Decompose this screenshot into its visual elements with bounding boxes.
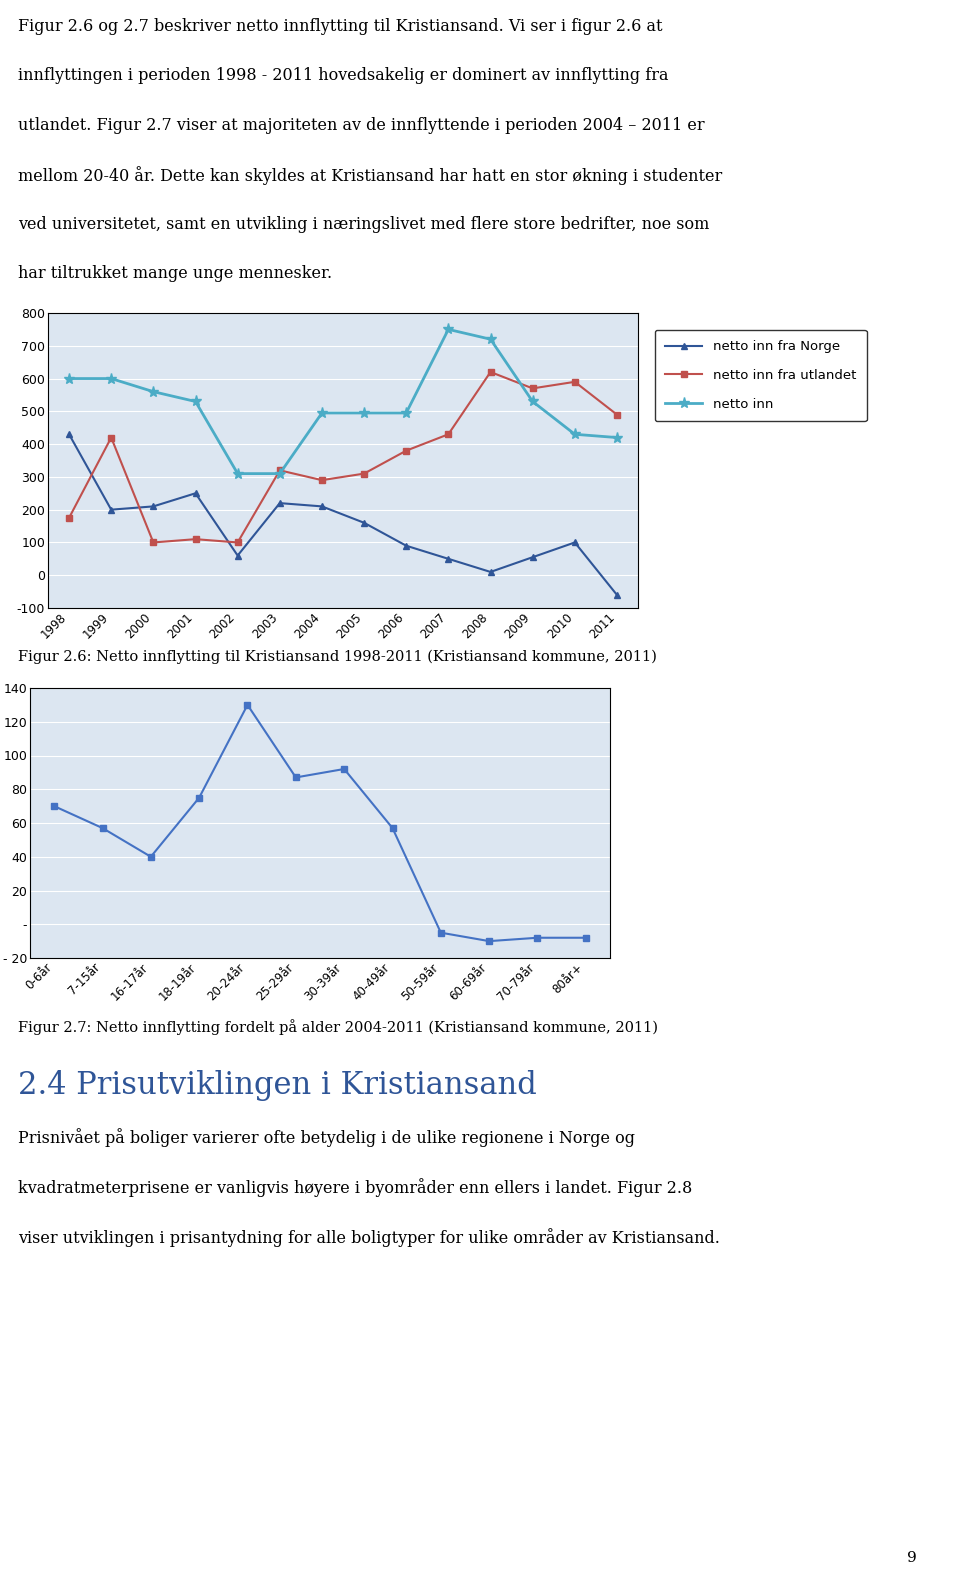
Text: innflyttingen i perioden 1998 - 2011 hovedsakelig er dominert av innflytting fra: innflyttingen i perioden 1998 - 2011 hov… (18, 68, 668, 84)
Text: 9: 9 (907, 1551, 917, 1565)
Text: mellom 20-40 år. Dette kan skyldes at Kristiansand har hatt en stor økning i stu: mellom 20-40 år. Dette kan skyldes at Kr… (18, 166, 722, 185)
Text: Figur 2.6: Netto innflytting til Kristiansand 1998-2011 (Kristiansand kommune, 2: Figur 2.6: Netto innflytting til Kristia… (18, 649, 657, 664)
Text: har tiltrukket mange unge mennesker.: har tiltrukket mange unge mennesker. (18, 265, 332, 282)
Text: Prisnivået på boliger varierer ofte betydelig i de ulike regionene i Norge og: Prisnivået på boliger varierer ofte bety… (18, 1128, 635, 1147)
Text: utlandet. Figur 2.7 viser at majoriteten av de innflyttende i perioden 2004 – 20: utlandet. Figur 2.7 viser at majoriteten… (18, 117, 705, 135)
Text: ved universitetet, samt en utvikling i næringslivet med flere store bedrifter, n: ved universitetet, samt en utvikling i n… (18, 215, 709, 233)
Text: Figur 2.7: Netto innflytting fordelt på alder 2004-2011 (Kristiansand kommune, 2: Figur 2.7: Netto innflytting fordelt på … (18, 1019, 658, 1034)
Text: kvadratmeterprisene er vanligvis høyere i byområder enn ellers i landet. Figur 2: kvadratmeterprisene er vanligvis høyere … (18, 1178, 692, 1198)
Text: viser utviklingen i prisantydning for alle boligtyper for ulike områder av Krist: viser utviklingen i prisantydning for al… (18, 1228, 720, 1247)
Text: 2.4 Prisutviklingen i Kristiansand: 2.4 Prisutviklingen i Kristiansand (18, 1071, 537, 1101)
Legend: netto inn fra Norge, netto inn fra utlandet, netto inn: netto inn fra Norge, netto inn fra utlan… (655, 329, 867, 421)
Text: Figur 2.6 og 2.7 beskriver netto innflytting til Kristiansand. Vi ser i figur 2.: Figur 2.6 og 2.7 beskriver netto innflyt… (18, 17, 662, 35)
